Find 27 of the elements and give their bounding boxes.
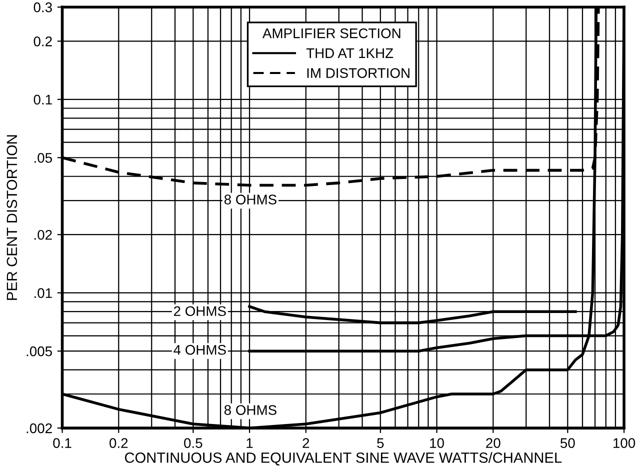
y-tick-label: 0.3 [34,2,52,12]
x-tick-label: 50 [560,438,575,448]
y-tick-label: .05 [34,152,52,163]
y-tick-label: .01 [34,288,52,298]
annotation: 2 OHMS [174,306,226,316]
y-tick-label: 0.2 [34,36,52,46]
annotation: 4 OHMS [174,344,226,355]
x-tick-label: 0.1 [53,438,72,448]
x-tick-label: 100 [614,438,636,448]
y-axis-title: PER CENT DISTORTION [6,135,18,300]
legend-label: THD AT 1KHZ [306,48,394,58]
annotation: 8 OHMS [224,194,276,204]
y-tick-label: .005 [26,346,52,356]
x-tick-label: 1 [246,438,253,448]
annotation: 8 OHMS [224,405,276,415]
y-tick-label: .002 [26,423,52,434]
y-tick-label: .02 [34,230,52,240]
legend-title: AMPLIFIER SECTION [262,28,400,38]
x-tick-label: 20 [486,438,500,448]
x-tick-label: 0.5 [184,438,202,448]
x-axis-title: CONTINUOUS AND EQUIVALENT SINE WAVE WATTS/CHANNEL [124,452,562,466]
x-tick-label: 10 [430,438,444,448]
x-tick-label: 2 [302,438,310,448]
x-tick-label: 5 [377,438,384,448]
y-tick-label: 0.1 [34,94,52,105]
x-tick-label: 0.2 [110,438,128,448]
legend-label: IM DISTORTION [307,68,410,78]
